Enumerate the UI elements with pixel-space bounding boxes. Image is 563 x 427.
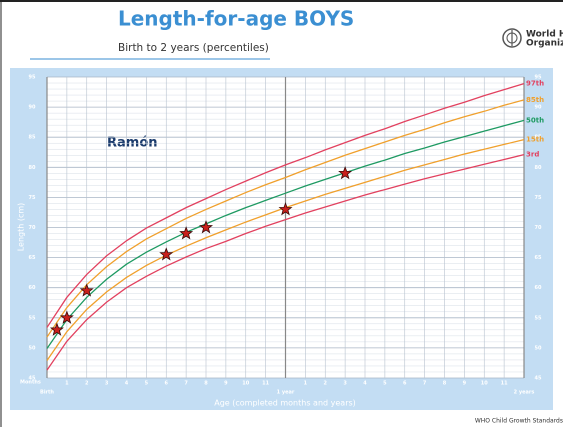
y-tick-label: 50 — [535, 345, 542, 351]
y-tick-label: 65 — [535, 255, 542, 261]
y-tick-label: 95 — [535, 75, 542, 81]
x-tick-label: 2 — [85, 381, 89, 387]
x-tick-label: 3 — [105, 381, 109, 387]
x-tick-label: 9 — [224, 381, 228, 387]
x-tick-label: 1 — [65, 381, 69, 387]
x-tick-label: 5 — [383, 381, 387, 387]
y-tick-label: 90 — [29, 105, 36, 111]
percentile-curve — [46, 154, 525, 371]
x-tick-label: 3 — [343, 381, 347, 387]
legend-entry: 85th — [526, 96, 544, 104]
x-tick-label: 7 — [184, 381, 188, 387]
y-tick-label: 65 — [29, 255, 36, 261]
y-tick-label: 60 — [535, 285, 542, 291]
measurement-star — [199, 220, 213, 234]
x-tick-label: 10 — [481, 381, 488, 387]
x-tick-label: 11 — [501, 381, 508, 387]
x-tick-label: Birth — [40, 390, 54, 396]
y-tick-label: 55 — [29, 315, 36, 321]
y-tick-label: 85 — [535, 135, 542, 141]
measurement-star — [49, 322, 64, 336]
measurement-star — [179, 226, 194, 240]
y-tick-label: 55 — [535, 315, 542, 321]
x-tick-label: 8 — [204, 381, 208, 387]
x-tick-label: 2 — [324, 381, 328, 387]
y-tick-label: 95 — [29, 75, 36, 81]
x-axis-label: Age (completed months and years) — [214, 399, 356, 408]
y-tick-label: 50 — [29, 345, 36, 351]
y-tick-label: 80 — [535, 165, 542, 171]
x-tick-label: 5 — [145, 381, 149, 387]
y-tick-label: 80 — [29, 165, 36, 171]
y-tick-label: 45 — [535, 376, 542, 382]
legend-entry: 3rd — [526, 151, 539, 159]
y-tick-label: 70 — [535, 225, 542, 231]
who-logo — [502, 28, 522, 48]
chart-subtitle: Birth to 2 years (percentiles) — [118, 42, 269, 54]
percentile-curve — [46, 99, 525, 338]
x-tick-label: 6 — [403, 381, 407, 387]
x-tick-label: 11 — [262, 381, 269, 387]
measurement-star — [278, 202, 293, 216]
measurement-star — [159, 247, 174, 261]
x-tick-label: 7 — [423, 381, 427, 387]
percentile-curve — [46, 119, 525, 349]
measurement-star — [79, 283, 94, 297]
x-tick-label: 8 — [443, 381, 447, 387]
y-tick-label: 45 — [29, 376, 36, 382]
y-tick-label: 70 — [29, 225, 36, 231]
measurement-star — [338, 165, 353, 180]
legend-entry: 97th — [526, 80, 544, 88]
y-axis-label: Length (cm) — [17, 203, 26, 252]
chart-title: Length-for-age BOYS — [118, 7, 354, 31]
x-tick-label: 2 years — [514, 390, 535, 396]
footer: WHO Child Growth Standards — [475, 418, 563, 425]
legend-entry: 15th — [526, 136, 544, 144]
x-tick-label: 4 — [363, 381, 367, 387]
org-name: Organization — [526, 39, 563, 49]
x-tick-label: 1 — [304, 381, 308, 387]
x-tick-label: 4 — [125, 381, 129, 387]
y-tick-label: 75 — [535, 195, 542, 201]
y-tick-label: 85 — [29, 135, 36, 141]
measurement-star — [59, 310, 74, 324]
legend-entry: 50th — [526, 116, 544, 124]
x-tick-label: 6 — [165, 381, 169, 387]
y-tick-label: 60 — [29, 285, 36, 291]
y-tick-label: 90 — [535, 105, 542, 111]
x-tick-label: 9 — [463, 381, 467, 387]
x-tick-label: 10 — [242, 381, 249, 387]
percentile-curve — [46, 82, 525, 328]
x-tick-label: 1 year — [277, 390, 295, 396]
x-unit-label: Months — [20, 380, 41, 386]
org-name: World Health — [526, 30, 563, 40]
y-tick-label: 75 — [29, 195, 36, 201]
